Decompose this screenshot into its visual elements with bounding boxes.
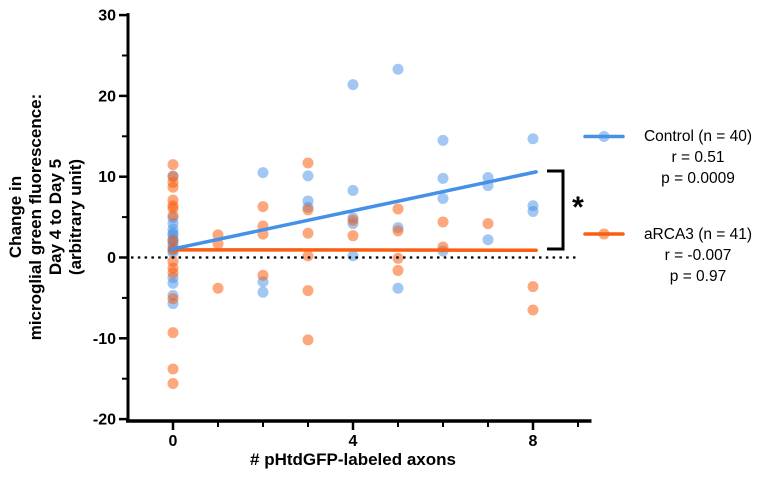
control-data-point: [347, 79, 359, 91]
arca3-data-point: [257, 201, 269, 213]
arca3-data-point: [212, 282, 224, 294]
arca3-data-point: [167, 363, 179, 375]
control-data-point: [302, 170, 314, 182]
arca3-data-point: [482, 218, 494, 230]
y-tick-label: 20: [98, 88, 116, 105]
arca3-data-point: [167, 378, 179, 390]
y-axis-title-line: microglial green fluorescence:: [26, 93, 45, 341]
x-axis-title: # pHtdGFP-labeled axons: [250, 450, 456, 469]
control-trendline: [169, 170, 538, 252]
arca3-data-point: [392, 264, 404, 276]
control-data-point: [527, 205, 539, 217]
legend-p-arca3: p = 0.97: [669, 268, 727, 285]
control-data-point: [257, 167, 269, 179]
arca3-data-point: [527, 281, 539, 293]
arca3-data-point: [302, 157, 314, 169]
legend-swatch-arca3-dot: [598, 228, 610, 240]
arca3-data-point: [347, 230, 359, 242]
legend-p-control: p = 0.0009: [661, 170, 735, 187]
y-tick-label: -20: [93, 412, 116, 429]
arca3-data-point: [167, 159, 179, 171]
arca3-data-point: [302, 250, 314, 262]
y-axis-title-line: Change in: [6, 175, 25, 259]
control-data-point: [392, 282, 404, 294]
significance-asterisk: *: [572, 191, 584, 224]
y-tick-label: 10: [98, 169, 116, 186]
x-tick-label: 8: [529, 433, 538, 450]
arca3-data-point: [392, 225, 404, 237]
arca3-data-point: [347, 214, 359, 226]
legend-r-control: r = 0.51: [671, 149, 725, 166]
control-data-point: [347, 184, 359, 196]
legend-swatch-control-dot: [598, 131, 610, 142]
arca3-data-point: [392, 203, 404, 215]
arca3-data-point: [167, 267, 179, 279]
arca3-data-point: [167, 181, 179, 193]
arca3-data-point: [302, 285, 314, 297]
y-axis-title-line: (arbitrary unit): [66, 158, 85, 276]
legend-r-arca3: r = -0.007: [664, 247, 732, 264]
y-axis-title: Change in microglial green fluorescence:…: [6, 7, 90, 427]
arca3-data-point: [167, 327, 179, 339]
control-data-point: [482, 234, 494, 246]
arca3-data-point: [167, 235, 179, 247]
y-tick-label: 30: [98, 8, 116, 25]
arca3-data-point: [257, 269, 269, 281]
control-data-point: [347, 250, 359, 262]
x-tick-label: 0: [169, 433, 178, 450]
y-axis-title-line: Day 4 to Day 5: [46, 158, 65, 276]
arca3-data-point: [302, 334, 314, 346]
legend-label-control: Control (n = 40): [643, 128, 753, 145]
arca3-data-point: [167, 209, 179, 221]
x-tick-label: 4: [349, 433, 358, 450]
control-data-point: [437, 134, 449, 146]
control-data-point: [527, 133, 539, 145]
arca3-data-point: [302, 227, 314, 239]
legend-label-arca3: aRCA3 (n = 41): [643, 226, 753, 243]
arca3-data-point: [302, 204, 314, 216]
y-tick-label: 0: [107, 250, 116, 267]
legend-entry-arca3: aRCA3 (n = 41) r = -0.007 p = 0.97: [627, 224, 767, 287]
control-data-point: [437, 193, 449, 205]
control-data-point: [437, 172, 449, 184]
arca3-data-point: [167, 293, 179, 305]
legend-entry-control: Control (n = 40) r = 0.51 p = 0.0009: [627, 126, 767, 189]
significance-bracket: [547, 169, 565, 251]
y-tick-label: -10: [93, 331, 116, 348]
arca3-data-point: [437, 216, 449, 228]
control-data-point: [392, 63, 404, 75]
control-data-point: [257, 286, 269, 298]
arca3-data-point: [527, 304, 539, 316]
control-data-point: [167, 277, 179, 289]
